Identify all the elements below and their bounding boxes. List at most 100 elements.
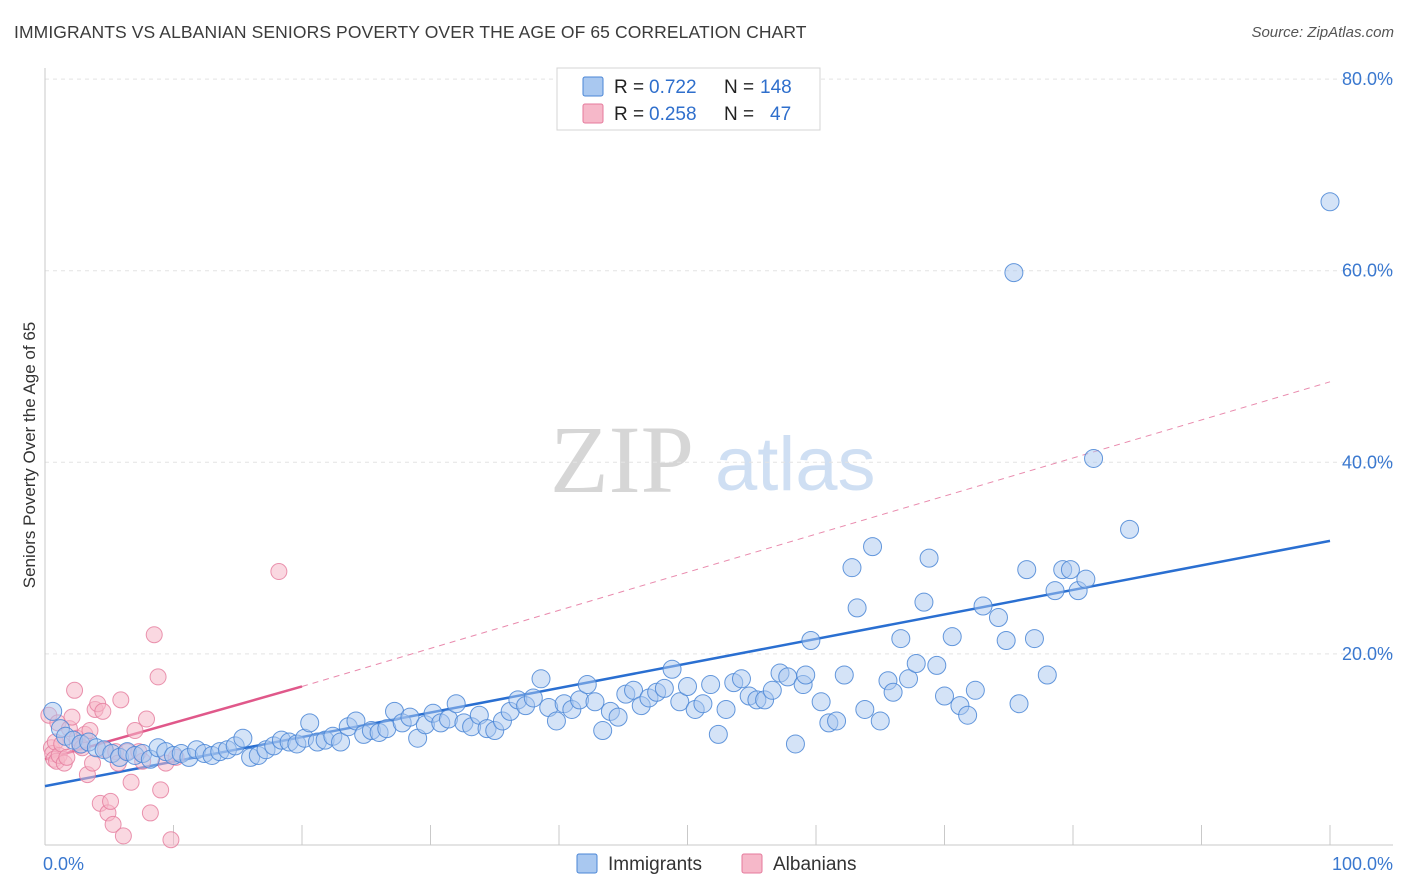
immigrants-point-88 [716, 699, 736, 719]
immigrants-point-136 [1084, 448, 1104, 468]
legend-n-label-1: N = [724, 77, 754, 98]
immigrants-point-122 [965, 680, 985, 700]
data-points [40, 192, 1340, 849]
immigrants-point-104 [834, 665, 854, 685]
watermark-zip: ZIP [550, 406, 694, 513]
immigrants-point-130 [1037, 665, 1057, 685]
immigrants-point-119 [942, 627, 962, 647]
immigrants-point-106 [847, 598, 867, 618]
immigrants-point-100 [796, 665, 816, 685]
immigrants-point-71 [585, 692, 605, 712]
y-axis-label: Seniors Poverty Over the Age of 65 [20, 322, 39, 588]
immigrants-point-121 [958, 705, 978, 725]
immigrants-point-129 [1024, 629, 1044, 649]
albanians-point-46 [270, 563, 288, 581]
immigrants-point-81 [662, 659, 682, 679]
immigrants-point-83 [678, 676, 697, 696]
immigrants-point-0 [43, 701, 63, 721]
immigrants-point-94 [762, 680, 782, 700]
albanians-point-35 [126, 722, 144, 740]
y-tick-label-1: 40.0% [1342, 452, 1393, 472]
legend-n-label-2: N = [724, 104, 754, 125]
immigrants-point-38 [331, 732, 351, 752]
immigrants-point-25 [233, 728, 253, 748]
legend-swatch-immigrants [582, 76, 604, 97]
x-tick-label-min: 0.0% [43, 854, 84, 874]
legend-r-label-2: R = [614, 104, 644, 125]
immigrants-point-128 [1017, 560, 1037, 580]
immigrants-point-108 [863, 537, 883, 557]
watermark-atlas: atlas [715, 422, 876, 507]
immigrants-point-34 [300, 713, 320, 733]
immigrants-point-66 [546, 711, 566, 731]
immigrants-point-72 [593, 721, 613, 741]
immigrants-point-99 [801, 630, 821, 650]
series-legend-swatch-immigrants [576, 853, 598, 874]
series-legend-albanians: Albanians [773, 854, 856, 875]
immigrants-point-53 [446, 694, 466, 714]
legend-swatch-albanians [582, 103, 604, 124]
legend-n-value-1: 148 [760, 77, 792, 98]
legend-n-value-2: 47 [770, 104, 791, 125]
immigrants-point-76 [624, 680, 644, 700]
albanians-point-31 [112, 691, 130, 709]
immigrants-point-74 [608, 707, 628, 727]
albanians-point-34 [122, 773, 140, 791]
immigrants-point-105 [842, 558, 862, 578]
chart-title: IMMIGRANTS VS ALBANIAN SENIORS POVERTY O… [14, 22, 807, 42]
immigrants-point-64 [531, 669, 551, 689]
immigrants-point-113 [899, 669, 919, 689]
albanians-point-13 [66, 681, 84, 699]
immigrants-point-127 [1009, 694, 1029, 714]
albanians-point-39 [141, 804, 159, 822]
immigrants-point-47 [400, 707, 420, 727]
albanians-point-40 [145, 626, 163, 644]
immigrants-point-131 [1045, 581, 1065, 601]
albanians-point-38 [138, 710, 156, 728]
y-tick-label-3: 80.0% [1342, 69, 1393, 89]
immigrants-point-87 [708, 724, 728, 744]
immigrants-point-107 [855, 699, 875, 719]
albanians-point-32 [114, 827, 132, 845]
y-tick-labels: 20.0% 40.0% 60.0% 80.0% [1342, 69, 1393, 664]
immigrants-point-125 [996, 630, 1016, 650]
stats-legend: R = 0.722 N = 148 R = 0.258 N = 47 [556, 67, 821, 131]
immigrants-point-114 [906, 653, 926, 673]
albanians-point-41 [149, 668, 167, 686]
immigrants-point-109 [870, 711, 890, 731]
albanians-point-44 [162, 831, 180, 849]
legend-r-value-1: 0.722 [649, 77, 697, 98]
immigrants-point-116 [919, 548, 939, 568]
immigrants-point-137 [1120, 519, 1140, 539]
immigrants-point-103 [827, 711, 847, 731]
y-tick-label-2: 60.0% [1342, 261, 1393, 281]
immigrants-point-85 [693, 694, 713, 714]
immigrants-point-101 [811, 692, 831, 712]
x-tick-labels: 0.0% 100.0% [43, 854, 1393, 874]
series-legend-swatch-albanians [741, 853, 763, 874]
source-credit: Source: ZipAtlas.com [1251, 24, 1394, 41]
legend-r-label-1: R = [614, 77, 644, 98]
immigrants-point-70 [577, 675, 597, 695]
immigrants-point-90 [731, 669, 751, 689]
immigrants-point-123 [973, 596, 993, 616]
albanians-point-24 [94, 702, 112, 720]
immigrants-point-138 [1320, 192, 1340, 212]
immigrants-point-118 [935, 686, 954, 706]
immigrants-point-80 [654, 678, 674, 698]
albanians-point-27 [102, 792, 120, 810]
immigrants-point-86 [701, 675, 721, 695]
immigrants-point-82 [670, 692, 690, 712]
series-legend-immigrants: Immigrants [608, 854, 702, 875]
albanians-point-10 [58, 748, 76, 766]
series-legend: Immigrants Albanians [576, 853, 856, 875]
albanians-point-28 [104, 815, 122, 833]
watermark: ZIP atlas [550, 406, 876, 513]
albanians-trend-extension [301, 381, 1331, 687]
legend-r-value-2: 0.258 [649, 104, 697, 125]
immigrants-point-97 [785, 734, 805, 754]
y-tick-label-0: 20.0% [1342, 644, 1393, 664]
x-tick-label-max: 100.0% [1332, 854, 1393, 874]
immigrants-point-111 [883, 682, 903, 702]
immigrants-point-112 [891, 629, 911, 649]
